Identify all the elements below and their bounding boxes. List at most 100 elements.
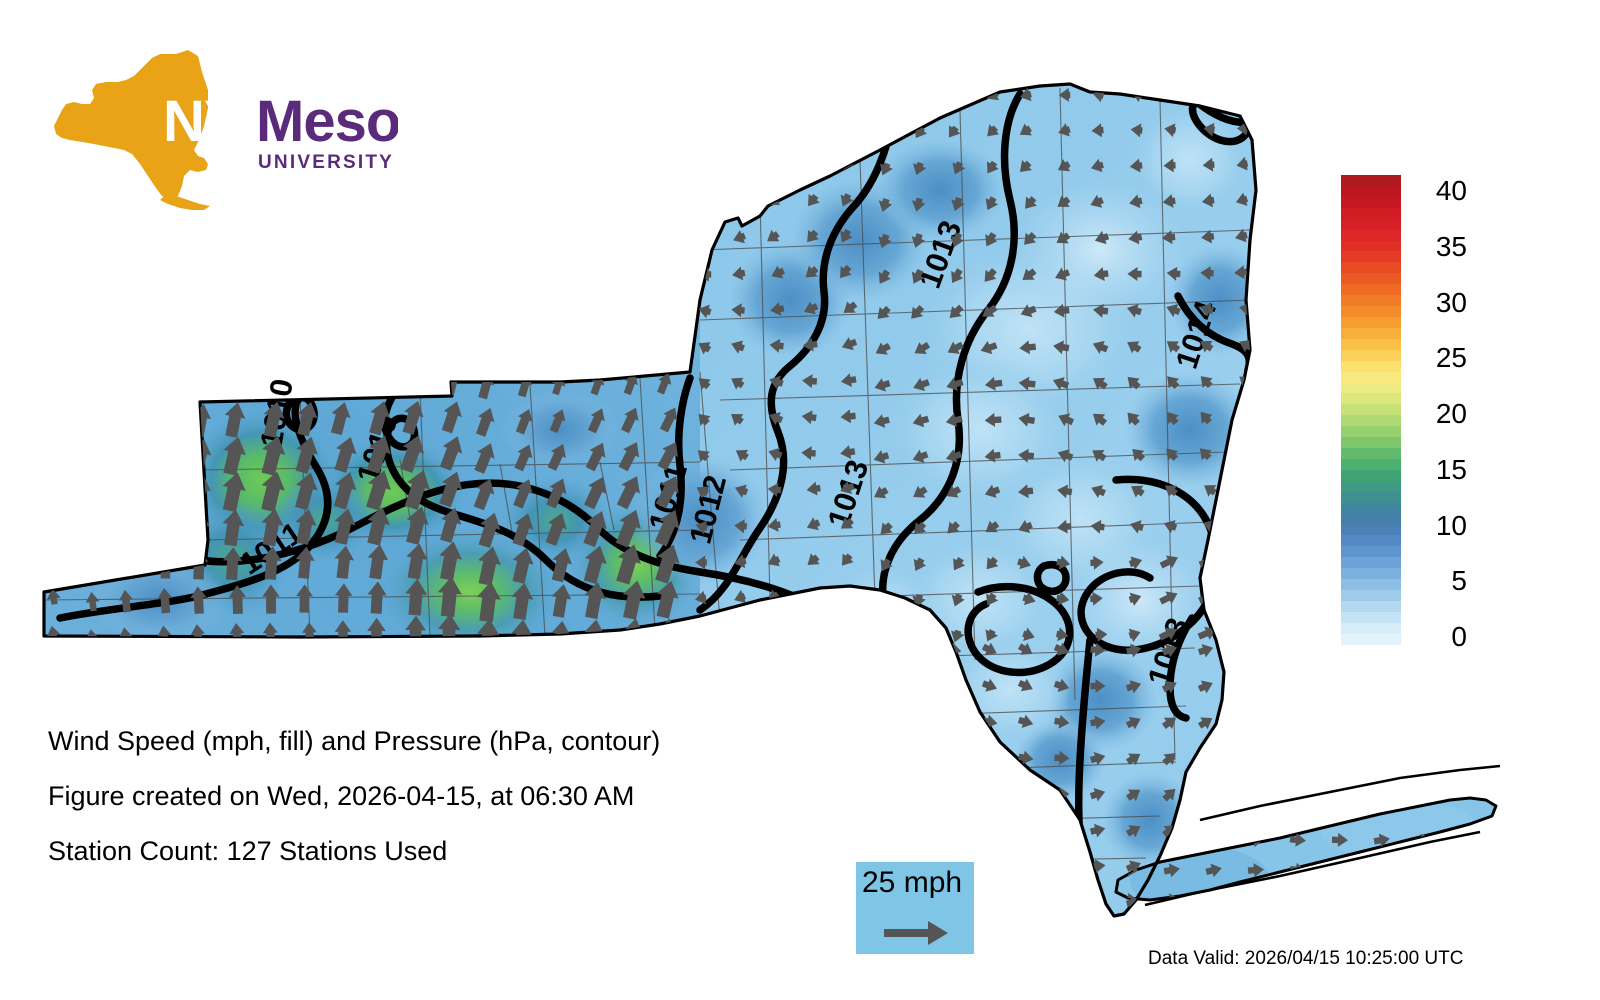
wind-vector-arrow xyxy=(616,476,640,510)
wind-vector-arrow xyxy=(1017,822,1034,837)
wind-vector-arrow xyxy=(514,444,533,472)
wind-vector-arrow xyxy=(618,442,640,472)
wind-vector-arrow xyxy=(224,402,246,438)
wind-vector-arrow xyxy=(624,269,639,283)
colorbar-band xyxy=(1341,175,1401,186)
wind-vector-arrow xyxy=(152,441,172,473)
wind-vector-arrow xyxy=(695,555,707,570)
wind-vector-arrow xyxy=(1129,158,1143,173)
wind-vector-arrow xyxy=(912,449,929,463)
wind-vector-arrow xyxy=(1205,863,1222,878)
wind-vector-arrow xyxy=(659,197,673,210)
wind-vector-arrow xyxy=(260,333,278,361)
wind-vector-arrow xyxy=(840,193,854,207)
wind-vector-arrow xyxy=(808,157,821,170)
wind-vector-arrow xyxy=(1162,752,1176,766)
wind-vector-arrow xyxy=(191,232,206,248)
wind-vector-arrow xyxy=(1090,679,1106,694)
wind-vector-arrow xyxy=(119,198,134,212)
wind-vector-arrow xyxy=(946,751,962,766)
wind-vector-arrow xyxy=(945,413,963,427)
wind-vector-arrow xyxy=(476,91,490,105)
wind-vector-arrow xyxy=(552,270,567,284)
wind-vector-arrow xyxy=(837,680,853,694)
wind-vector-arrow xyxy=(801,446,816,461)
wind-vector-arrow xyxy=(914,521,927,535)
colorbar-band xyxy=(1341,590,1401,601)
wind-vector-arrow xyxy=(1017,678,1033,692)
wind-vector-arrow xyxy=(474,443,495,474)
colorbar-tick-label: 35 xyxy=(1435,230,1467,262)
wind-vector-arrow xyxy=(263,231,278,247)
colorbar-band xyxy=(1341,295,1401,307)
colorbar-band xyxy=(1341,240,1401,252)
colorbar-tick-label: 5 xyxy=(1451,565,1467,597)
wind-vector-arrow xyxy=(408,230,423,245)
wind-vector-arrow xyxy=(156,302,171,324)
wind-vector-arrow xyxy=(953,556,966,571)
wind-vector-arrow xyxy=(767,482,782,497)
wind-vector-arrow xyxy=(588,90,601,104)
wind-vector-arrow xyxy=(83,375,98,396)
wind-vector-arrow xyxy=(911,233,926,248)
wind-vector-arrow xyxy=(225,125,240,139)
wind-vector-arrow xyxy=(879,162,893,176)
wind-vector-arrow xyxy=(1056,627,1069,642)
wind-vector-arrow xyxy=(84,305,99,322)
wind-vector-arrow xyxy=(1125,716,1141,730)
wind-vector-arrow xyxy=(1415,863,1432,878)
wind-vector-arrow xyxy=(264,160,278,174)
wind-vector-arrow xyxy=(660,89,673,103)
wind-vector-arrow xyxy=(49,372,64,389)
wind-vector-arrow xyxy=(735,449,749,462)
wind-vector-arrow xyxy=(694,590,707,605)
wind-vector-arrow xyxy=(878,630,892,644)
wind-vector-arrow xyxy=(437,576,462,618)
wind-vector-arrow xyxy=(369,230,384,245)
wind-vector-arrow xyxy=(946,678,962,693)
wind-vector-arrow xyxy=(47,515,62,534)
wind-vector-arrow xyxy=(1197,626,1217,640)
wind-vector-arrow xyxy=(1373,863,1390,878)
wind-vector-arrow xyxy=(83,340,98,359)
wind-vector-arrow xyxy=(120,443,137,472)
wind-vector-arrow xyxy=(734,554,747,569)
wind-vector-arrow xyxy=(734,158,747,172)
wind-vector-arrow xyxy=(947,521,960,534)
wind-vector-arrow xyxy=(1166,266,1181,281)
wind-vector-arrow xyxy=(768,447,783,462)
wind-vector-arrow xyxy=(654,510,680,547)
wind-vector-arrow xyxy=(1055,267,1071,281)
wind-vector-arrow xyxy=(1093,267,1109,282)
wind-vector-arrow xyxy=(295,472,318,511)
wind-vector-arrow xyxy=(1128,628,1141,642)
wind-vector-arrow xyxy=(842,120,855,133)
wind-vector-arrow xyxy=(336,123,351,137)
wind-vector-arrow xyxy=(984,448,1001,463)
wind-vector-arrow xyxy=(85,163,100,176)
wind-vector-arrow xyxy=(981,894,997,908)
wind-vector-arrow xyxy=(1166,303,1181,318)
wind-vector-arrow xyxy=(951,196,965,212)
wind-vector-arrow xyxy=(1331,832,1348,847)
wind-vector-arrow xyxy=(873,450,890,464)
wind-vector-arrow xyxy=(694,194,707,209)
wind-vector-arrow xyxy=(515,409,533,435)
wind-vector-arrow xyxy=(440,507,462,543)
wind-vector-arrow xyxy=(987,124,1000,137)
wind-vector-arrow xyxy=(332,367,350,398)
wind-vector-arrow xyxy=(913,161,927,176)
wind-vector-arrow xyxy=(1129,194,1143,209)
colorbar-band xyxy=(1341,207,1401,219)
wind-vector-arrow xyxy=(873,680,889,694)
wind-vector-arrow xyxy=(188,335,205,361)
wind-vector-arrow xyxy=(1127,412,1140,426)
wind-vector-arrow xyxy=(1237,483,1251,497)
wind-vector-arrow xyxy=(945,449,963,463)
wind-vector-arrow xyxy=(1053,894,1070,908)
wind-legend-label: 25 mph xyxy=(862,866,963,899)
wind-vector-arrow xyxy=(841,337,858,351)
wind-vector-arrow xyxy=(1056,555,1071,570)
wind-vector-arrow xyxy=(947,341,964,354)
